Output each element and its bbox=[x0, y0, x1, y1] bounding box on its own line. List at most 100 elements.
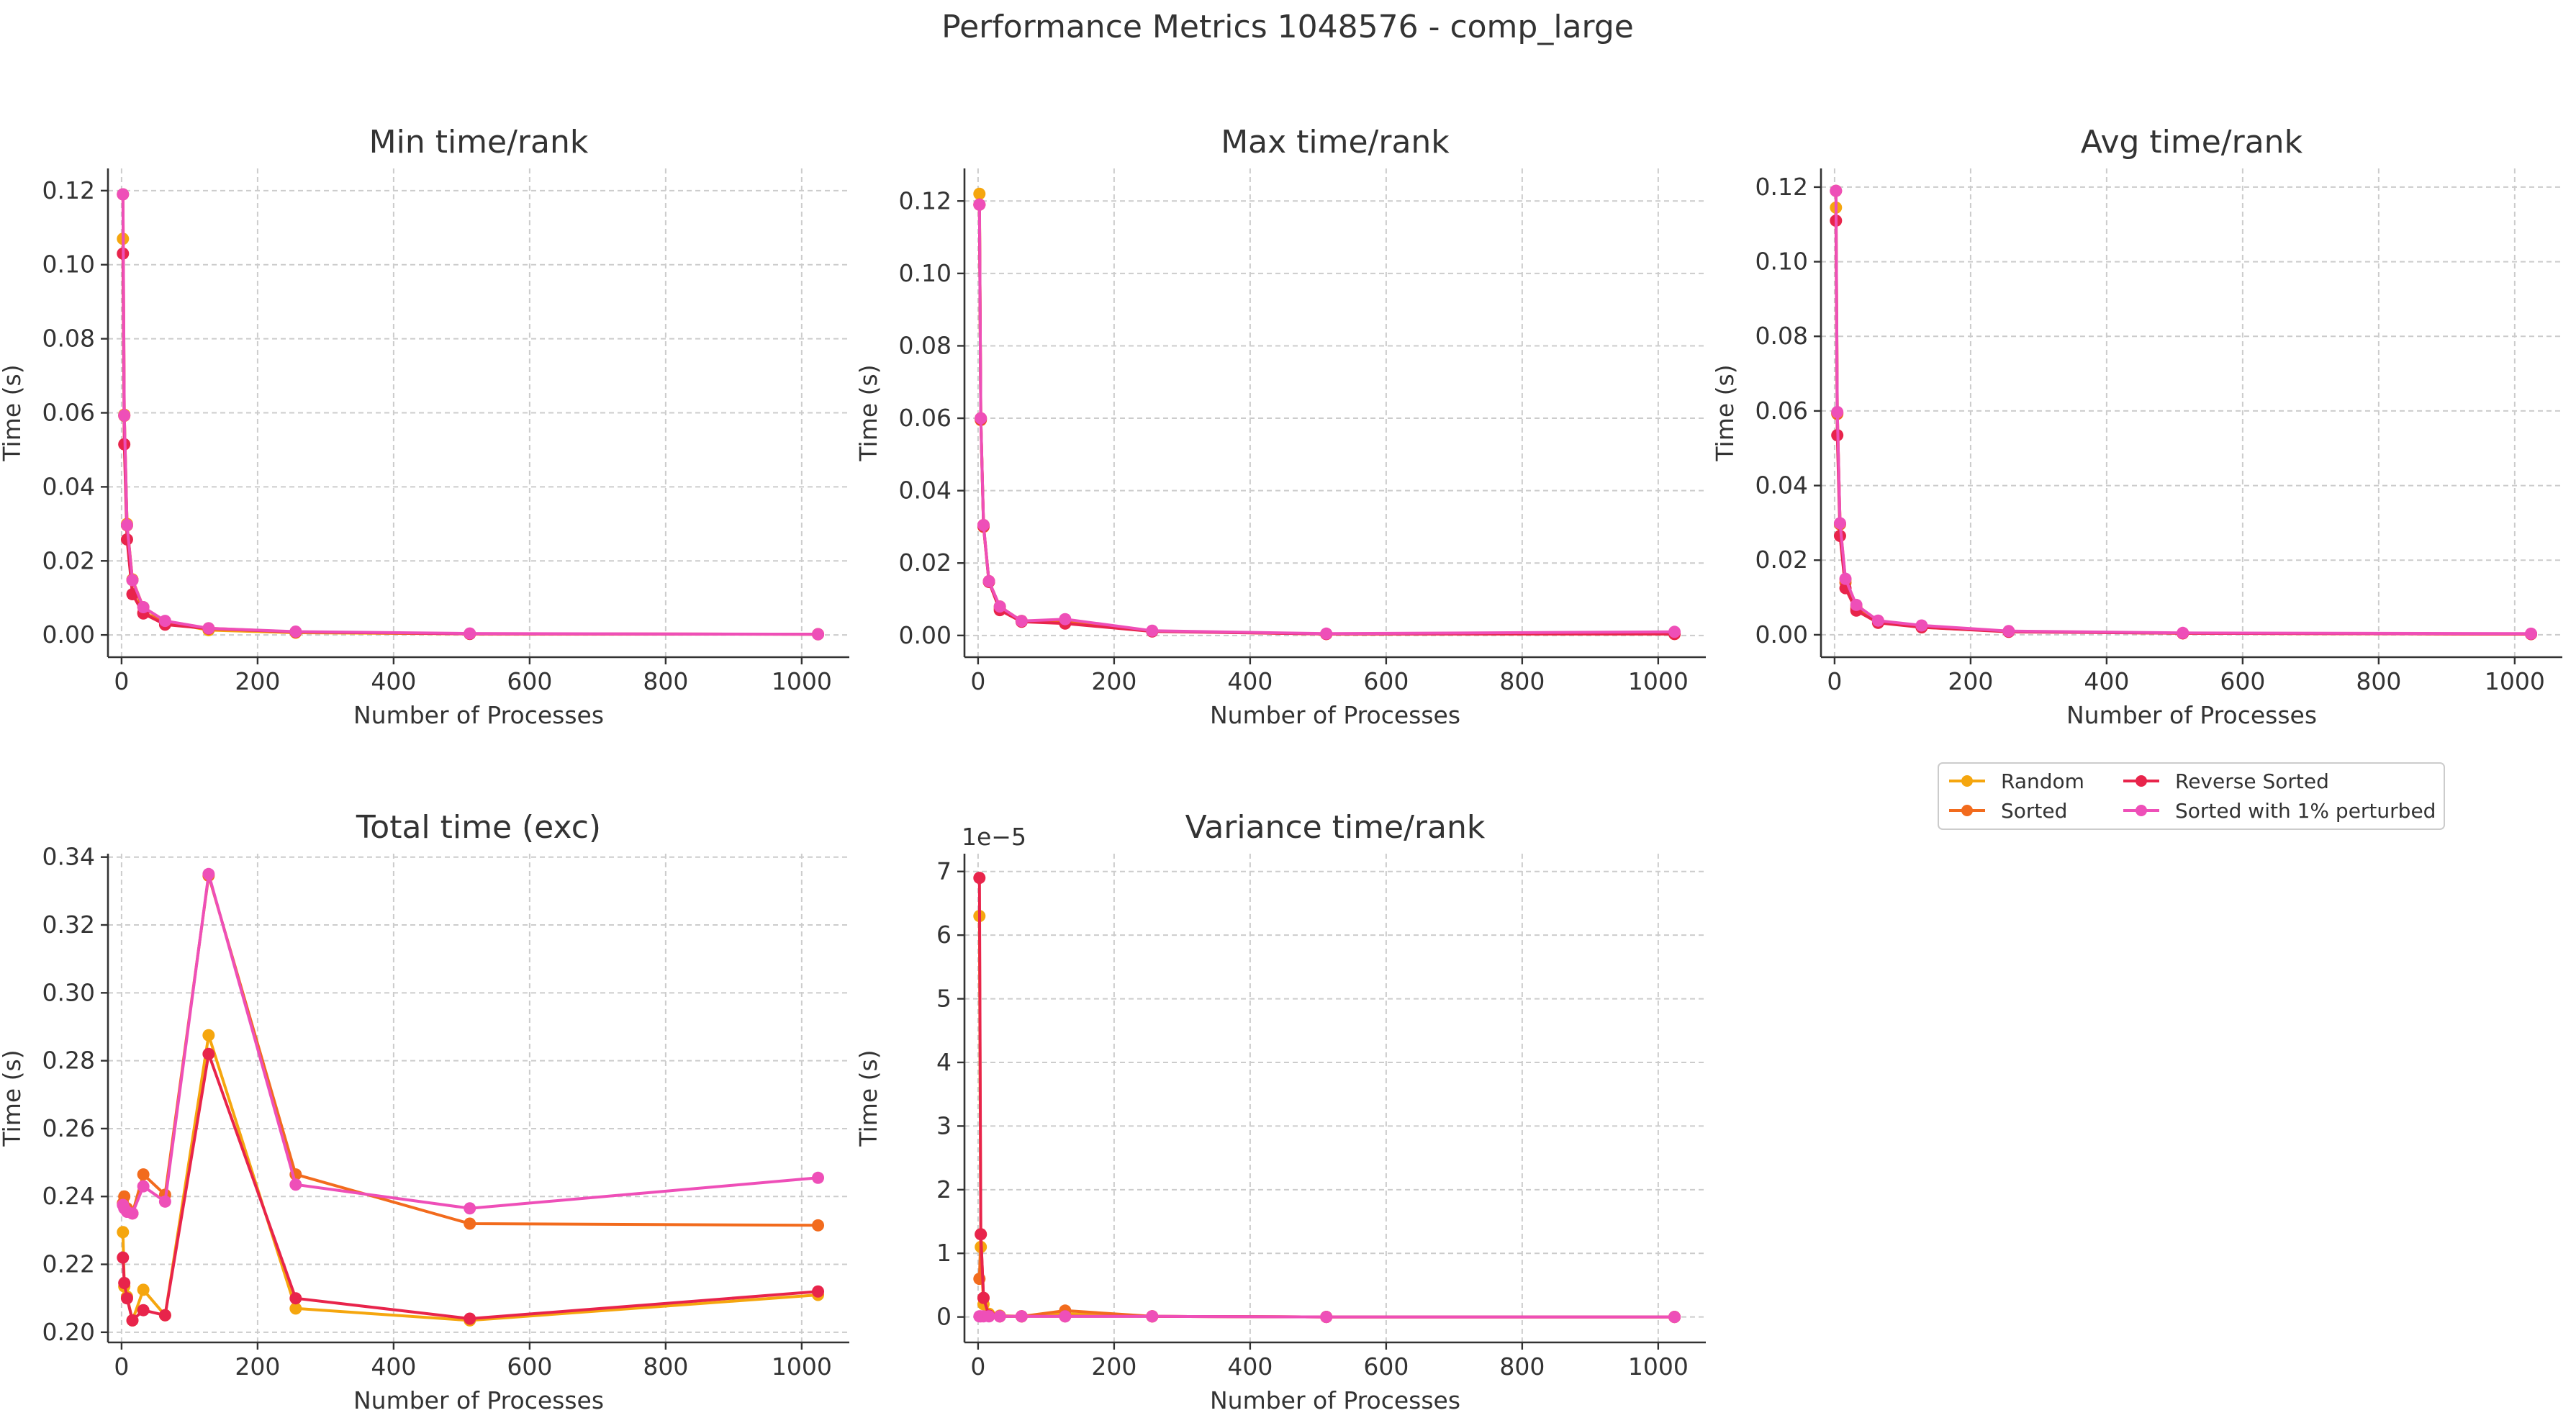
series-line-reverse-sorted bbox=[977, 877, 1675, 1319]
subplot-max-time-rank: 0 200 400 600 800 1000 0.00 0.02 0.04 0.06 0.08 0.1… bbox=[854, 124, 1706, 729]
data-point bbox=[812, 628, 825, 641]
data-point bbox=[202, 1047, 215, 1060]
series-sorted bbox=[1830, 184, 2538, 641]
series-reverse-sorted bbox=[117, 1047, 825, 1327]
series-line-random bbox=[977, 916, 1675, 1319]
y-tick-label: 0.10 bbox=[899, 259, 952, 287]
series-line-sorted-with-1-perturbed bbox=[121, 194, 818, 636]
series-line-sorted-with-1-perturbed bbox=[977, 204, 1675, 636]
data-point bbox=[975, 1228, 988, 1241]
x-tick-label: 600 bbox=[1363, 1352, 1409, 1381]
y-tick-label: 0.04 bbox=[1755, 471, 1808, 500]
y-offset-label: 1e−5 bbox=[962, 823, 1026, 851]
x-tick-label: 400 bbox=[1227, 667, 1273, 695]
y-tick-label: 4 bbox=[936, 1048, 952, 1076]
subplot-title: Min time/rank bbox=[369, 124, 589, 161]
x-axis-label: Number of Processes bbox=[1210, 1386, 1460, 1414]
y-tick-label: 2 bbox=[936, 1175, 952, 1204]
x-tick-label: 200 bbox=[1091, 1352, 1136, 1381]
series-reverse-sorted bbox=[973, 872, 1681, 1324]
data-point bbox=[812, 1285, 825, 1298]
data-point bbox=[1320, 627, 1333, 640]
data-point bbox=[1915, 619, 1928, 632]
data-point bbox=[1850, 598, 1863, 611]
data-point bbox=[2177, 626, 2189, 639]
x-tick-label: 200 bbox=[1091, 667, 1136, 695]
series-line-random bbox=[1834, 207, 2531, 636]
data-point bbox=[289, 1302, 302, 1315]
data-point bbox=[126, 1314, 139, 1327]
series-line-reverse-sorted bbox=[977, 204, 1675, 636]
series-line-random bbox=[121, 1034, 818, 1322]
data-point bbox=[973, 198, 986, 211]
y-tick-label: 5 bbox=[936, 985, 952, 1013]
x-tick-label: 0 bbox=[970, 1352, 985, 1381]
data-point bbox=[118, 1276, 131, 1289]
y-tick-label: 0.12 bbox=[42, 176, 95, 204]
x-tick-label: 0 bbox=[114, 1352, 129, 1381]
series-sorted-with-1-perturbed bbox=[973, 1310, 1681, 1324]
x-tick-label: 600 bbox=[2220, 667, 2265, 695]
data-point bbox=[977, 518, 990, 531]
series-sorted bbox=[117, 188, 825, 641]
data-point bbox=[993, 1310, 1006, 1323]
data-point bbox=[1831, 405, 1844, 418]
x-axis-label: Number of Processes bbox=[353, 701, 604, 729]
x-tick-label: 400 bbox=[1227, 1352, 1273, 1381]
series-line-sorted bbox=[1834, 191, 2531, 636]
data-point bbox=[1833, 517, 1846, 530]
y-tick-label: 0.26 bbox=[42, 1114, 95, 1142]
y-tick-label: 0.06 bbox=[1755, 397, 1808, 425]
y-axis-label: Time (s) bbox=[0, 364, 26, 461]
legend-marker-reverse-sorted bbox=[2136, 775, 2147, 787]
data-point bbox=[1059, 613, 1072, 626]
series-line-sorted bbox=[977, 204, 1675, 636]
legend: Random Sorted Reverse Sorted Sorted with… bbox=[1938, 762, 2445, 830]
y-tick-label: 0.34 bbox=[42, 843, 95, 871]
series-line-random bbox=[977, 194, 1675, 636]
data-point bbox=[137, 1283, 150, 1296]
x-tick-label: 400 bbox=[2084, 667, 2129, 695]
data-point bbox=[202, 867, 215, 880]
series-reverse-sorted bbox=[117, 247, 825, 641]
x-tick-label: 800 bbox=[1499, 1352, 1545, 1381]
y-tick-label: 0.28 bbox=[42, 1047, 95, 1075]
data-point bbox=[973, 872, 986, 885]
x-tick-label: 200 bbox=[235, 1352, 280, 1381]
data-point bbox=[158, 1309, 171, 1322]
subplot-avg-time-rank: 0 200 400 600 800 1000 0.00 0.02 0.04 0.06 0.08 0.1… bbox=[1711, 124, 2562, 729]
data-point bbox=[975, 412, 988, 425]
data-point bbox=[117, 1226, 130, 1239]
series-sorted-with-1-perturbed bbox=[117, 867, 825, 1220]
data-point bbox=[120, 1292, 133, 1305]
data-point bbox=[117, 188, 130, 201]
y-tick-label: 7 bbox=[936, 857, 952, 885]
data-point bbox=[464, 627, 476, 640]
x-tick-label: 400 bbox=[371, 667, 416, 695]
data-point bbox=[137, 1304, 150, 1317]
data-point bbox=[137, 1180, 150, 1193]
y-tick-label: 0.20 bbox=[42, 1318, 95, 1346]
y-tick-label: 0.06 bbox=[42, 399, 95, 427]
series-random bbox=[117, 232, 825, 641]
x-tick-label: 800 bbox=[1499, 667, 1545, 695]
subplot-min-time-rank: 0 200 400 600 800 1000 0.00 0.02 0.04 0.06 0.08 0.1… bbox=[0, 124, 849, 729]
y-tick-label: 0.10 bbox=[42, 250, 95, 279]
y-tick-label: 0.10 bbox=[1755, 248, 1808, 276]
x-tick-label: 600 bbox=[507, 667, 552, 695]
y-tick-label: 0.08 bbox=[1755, 322, 1808, 350]
y-tick-label: 0.00 bbox=[42, 620, 95, 649]
x-tick-label: 400 bbox=[371, 1352, 416, 1381]
legend-marker-sorted bbox=[1961, 805, 1973, 816]
figure-title: Performance Metrics 1048576 - comp_large bbox=[941, 9, 1634, 45]
y-axis-label: Time (s) bbox=[1711, 364, 1739, 461]
subplot-title: Variance time/rank bbox=[1185, 809, 1486, 846]
data-point bbox=[158, 1195, 171, 1208]
data-point bbox=[202, 1029, 215, 1042]
y-tick-label: 0.24 bbox=[42, 1182, 95, 1210]
legend-label-reverse-sorted: Reverse Sorted bbox=[2175, 769, 2329, 793]
y-tick-label: 0.08 bbox=[42, 325, 95, 353]
subplot-title: Avg time/rank bbox=[2081, 124, 2303, 161]
data-point bbox=[1839, 572, 1852, 585]
